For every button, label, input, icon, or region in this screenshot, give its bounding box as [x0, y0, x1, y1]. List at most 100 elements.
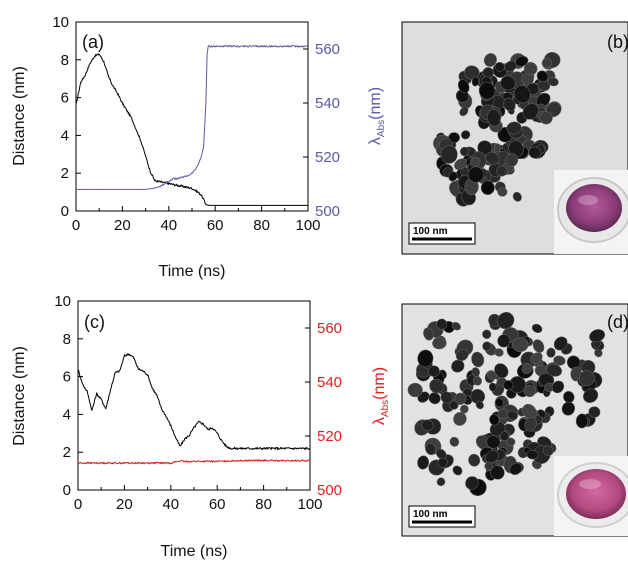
- x-tick-label: 100: [295, 217, 320, 234]
- nanoparticle: [509, 462, 523, 476]
- nanoparticle: [500, 75, 516, 91]
- nanoparticle: [578, 370, 595, 387]
- x-tick-label: 80: [255, 496, 272, 513]
- nanoparticle: [524, 416, 537, 432]
- panel-label-c: (c): [84, 312, 105, 332]
- nanoparticle: [428, 392, 441, 405]
- nanoparticle: [583, 388, 599, 403]
- nanoparticle: [482, 329, 492, 339]
- nanoparticle: [508, 140, 524, 158]
- scale-bar-label: 100 nm: [413, 226, 448, 237]
- nanoparticle: [425, 443, 437, 456]
- nanoparticle: [440, 391, 453, 404]
- nanoparticle: [496, 165, 508, 177]
- y-tick-label: 6: [63, 369, 71, 386]
- nanoparticle: [485, 151, 500, 165]
- y-tick-label: 6: [61, 90, 69, 107]
- nanoparticle: [449, 400, 459, 410]
- nanoparticle: [505, 153, 519, 167]
- y2-tick-label: 500: [317, 482, 342, 499]
- nanoparticle: [452, 465, 463, 476]
- panel-label-a: (a): [82, 32, 104, 52]
- nanoparticle: [487, 370, 497, 381]
- y2-tick-label: 540: [315, 95, 340, 112]
- nanoparticle: [494, 348, 504, 357]
- absorbance-series-line: [77, 459, 311, 465]
- x-tick-label: 60: [209, 496, 226, 513]
- y2-axis-label: λAbs(nm): [371, 367, 391, 425]
- series-layer: [77, 353, 311, 465]
- nanoparticle: [530, 352, 543, 364]
- x-axis: 0 20 40 60 80 100: [74, 485, 323, 513]
- y-axis-label: Distance (nm): [11, 66, 28, 166]
- nanoparticle: [594, 348, 603, 358]
- colloid-solution: [566, 184, 622, 232]
- y-tick-label: 10: [52, 14, 69, 31]
- nanoparticle: [589, 329, 606, 343]
- y2-axis-label: λAbs(nm): [367, 87, 387, 145]
- x-axis: 0 20 40 60 80 100: [72, 206, 321, 234]
- nanoparticle: [522, 103, 539, 120]
- nanoparticle: [484, 461, 494, 471]
- nanoparticle: [494, 62, 505, 72]
- nanoparticle: [523, 62, 538, 76]
- nanoparticle: [432, 337, 447, 350]
- nanoparticle: [486, 435, 501, 449]
- nanoparticle: [470, 389, 486, 404]
- tem-micrograph-b: 100 nm (b): [401, 21, 628, 255]
- y-axis-left: 0 2 4 6 8 10: [52, 14, 81, 220]
- nanoparticle: [448, 171, 458, 182]
- nanoparticle: [546, 347, 556, 358]
- nanoparticle: [429, 378, 444, 394]
- nanoparticle: [467, 166, 485, 183]
- nanoparticle: [497, 187, 508, 197]
- nanoparticle: [448, 132, 460, 144]
- nanoparticle: [486, 109, 501, 127]
- nanoparticle: [436, 477, 446, 487]
- y-axis-right: 500 520 540 560: [305, 320, 342, 499]
- nanoparticle: [553, 336, 568, 351]
- nanoparticle: [471, 367, 480, 377]
- chart-panel-c: 0 20 40 60 80 100 0 2 4 6 8 10 500 520 540 560 (c) Ti…: [11, 293, 391, 560]
- nanoparticle: [437, 457, 448, 468]
- x-tick-label: 0: [72, 217, 80, 234]
- nanoparticle: [465, 476, 479, 490]
- nanoparticle: [551, 380, 565, 394]
- colloid-solution: [566, 469, 626, 519]
- panel-label-b: (b): [607, 32, 628, 52]
- y2-tick-label: 540: [317, 374, 342, 391]
- distance-series-line: [75, 53, 308, 206]
- nanoparticle: [494, 397, 504, 408]
- scale-bar: 100 nm: [408, 505, 476, 528]
- nanoparticle: [436, 318, 448, 330]
- nanoparticle: [497, 334, 511, 348]
- nanoparticle-cluster: [407, 312, 606, 496]
- y-axis-left: 0 2 4 6 8 10: [54, 293, 83, 499]
- nanoparticle: [459, 146, 470, 157]
- nanoparticle: [417, 349, 434, 368]
- y2-tick-label: 560: [315, 41, 340, 58]
- nanoparticle: [532, 339, 545, 353]
- nanoparticle: [475, 400, 484, 410]
- nanoparticle: [457, 79, 470, 94]
- x-tick-label: 100: [297, 496, 322, 513]
- nanoparticle: [435, 448, 447, 460]
- nanoparticle: [523, 384, 536, 398]
- nanoparticle: [482, 341, 492, 351]
- y-tick-label: 0: [63, 482, 71, 499]
- distance-series-line: [77, 353, 311, 451]
- nanoparticle: [539, 111, 553, 125]
- nanoparticle: [421, 419, 434, 431]
- nanoparticle: [451, 321, 461, 331]
- nanoparticle: [423, 327, 434, 341]
- nanoparticle: [575, 413, 589, 429]
- x-tick-label: 20: [116, 496, 133, 513]
- nanoparticle: [500, 431, 509, 442]
- nanoparticle: [542, 445, 554, 456]
- nanoparticle: [547, 77, 559, 87]
- scale-bar-label: 100 nm: [413, 509, 448, 520]
- nanoparticle: [471, 76, 480, 87]
- chart-panel-a: 0 20 40 60 80 100 0 2 4 6 8 10 500 520 540 560 (a) Ti…: [11, 14, 387, 280]
- nanoparticle: [468, 453, 481, 467]
